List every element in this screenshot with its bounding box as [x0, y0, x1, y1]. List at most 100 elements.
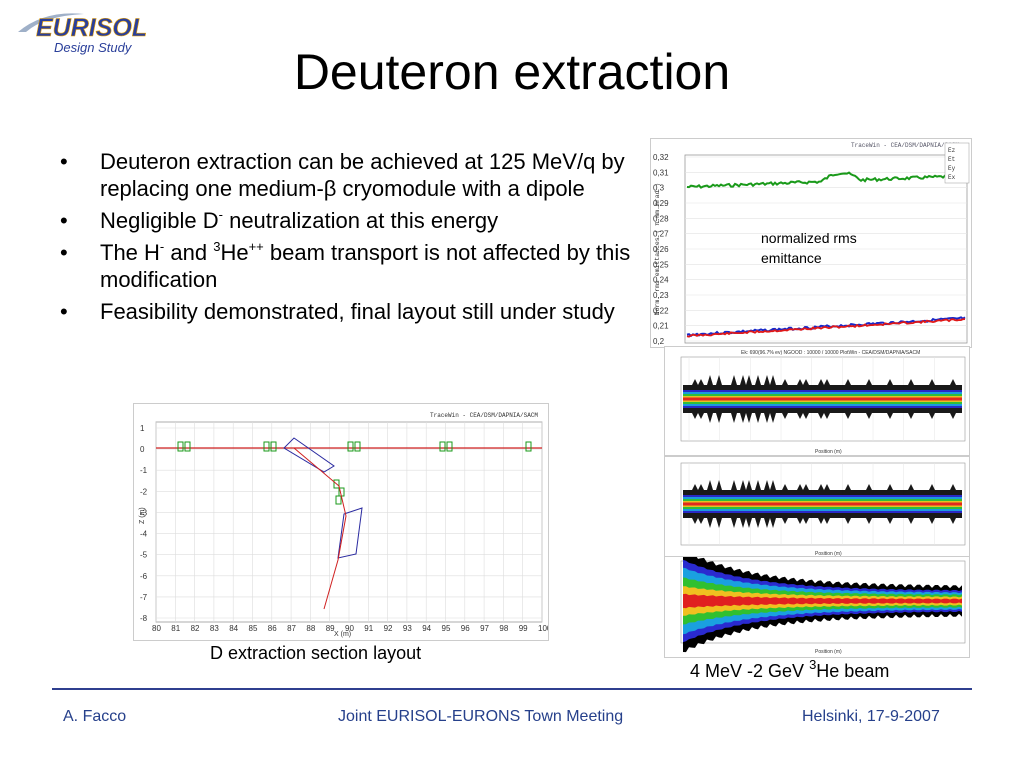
extraction-beamline — [293, 447, 347, 610]
x-tick-label: 96 — [461, 624, 470, 633]
x-tick-label: 86 — [268, 624, 277, 633]
superscript: ++ — [248, 238, 264, 254]
x-envelope-plot: Ek: 690(96.7% ev) NGOOD : 10000 / 10000 … — [664, 346, 970, 456]
superscript: - — [159, 238, 165, 254]
plot-legend: Ez Et Ey Ex — [944, 142, 970, 184]
bullet-item: The H- and 3He++ beam transport is not a… — [58, 239, 638, 293]
footer-event: Joint EURISOL-EURONS Town Meeting — [338, 708, 624, 725]
y-tick-label: -2 — [140, 487, 148, 496]
x-tick-label: 88 — [306, 624, 315, 633]
quadrupole-magnets — [177, 441, 532, 505]
layout-caption: D extraction section layout — [210, 643, 422, 663]
y-tick-label: 0 — [140, 445, 145, 454]
bullet-item: Negligible D- neutralization at this ene… — [58, 207, 638, 234]
emittance-plot: TraceWin - CEA/DSM/DAPNIA/SACM 0,320,310… — [650, 138, 972, 348]
y-tick-label: -6 — [140, 572, 148, 581]
y-tick-label: -8 — [140, 614, 148, 623]
y-tick-label: 0,27 — [653, 230, 669, 239]
x-tick-label: 98 — [499, 624, 508, 633]
y-tick-label: 0,22 — [653, 306, 669, 315]
y-tick-label: -3 — [140, 508, 148, 517]
bullet-text: Feasibility demonstrated, final layout s… — [100, 299, 615, 324]
green-emittance-curve — [686, 171, 966, 189]
envelope-band — [683, 502, 962, 506]
bullet-text: Deuteron extraction can be achieved at 1… — [100, 149, 625, 201]
legend-item: Ey — [948, 165, 956, 172]
bullet-text: He — [220, 240, 249, 265]
bullet-item: Deuteron extraction can be achieved at 1… — [58, 148, 638, 202]
x-tick-label: 81 — [171, 624, 180, 633]
red-emittance-curve — [686, 318, 966, 338]
x-tick-label: 100 — [538, 624, 549, 633]
grid — [685, 156, 967, 342]
eurisol-logo: EURISOL Design Study — [18, 13, 147, 55]
phase-envelope-plot: Position (m) — [664, 556, 970, 658]
bullet-text: The H — [100, 240, 160, 265]
x-tick-label: 90 — [345, 624, 354, 633]
envelope-caption: 4 MeV -2 GeV 3He beam — [690, 657, 889, 682]
x-axis-label: Position (m) — [815, 649, 842, 655]
x-tick-label: 89 — [326, 624, 335, 633]
logo-subtitle: Design Study — [54, 40, 133, 55]
x-axis-label: Position (m) — [815, 551, 842, 557]
y-tick-label: 1 — [140, 424, 145, 433]
x-tick-label: 94 — [422, 624, 431, 633]
x-tick-label: 85 — [249, 624, 258, 633]
envelope-traces — [683, 357, 962, 441]
x-axis-label: Position (m) — [815, 449, 842, 455]
y-axis-label: Z (m) — [139, 507, 146, 524]
bullet-text: Negligible D — [100, 208, 219, 233]
footer-divider — [52, 688, 972, 690]
y-tick-labels: 0,32 0,31 0,3 0,29 0,28 0,27 0,26 0,25 0,24 0,23 0… — [653, 153, 669, 346]
x-tick-label: 92 — [384, 624, 393, 633]
superscript: 3 — [213, 238, 221, 254]
dipole-magnet — [283, 437, 335, 473]
y-tick-labels: 1 0 -1 -2 -3 -4 -5 -6 -7 -8 — [140, 424, 148, 623]
plot-header: TraceWin - CEA/DSM/DAPNIA/SACM — [430, 412, 538, 419]
y-tick-label: -7 — [140, 593, 148, 602]
y-axis-label: Norm. rms emittances ( π.mm.mrad ) — [654, 183, 661, 316]
beta-symbol: β — [323, 176, 337, 201]
y-tick-label: 0,25 — [653, 260, 669, 269]
y-tick-label: 0,3 — [653, 184, 665, 193]
y-tick-label: 0,24 — [653, 276, 669, 285]
y-tick-label: -5 — [140, 551, 148, 560]
superscript: 3 — [809, 657, 817, 672]
density-band — [683, 593, 962, 609]
bullet-text: neutralization at this energy — [222, 208, 499, 233]
dipole-magnet — [337, 507, 363, 559]
y-tick-label: 0,21 — [653, 322, 669, 331]
y-tick-label: 0,29 — [653, 199, 669, 208]
y-tick-label: -4 — [140, 530, 148, 539]
bullet-list: Deuteron extraction can be achieved at 1… — [58, 148, 638, 330]
plot-header: Ek: 690(96.7% ev) NGOOD : 10000 / 10000 … — [741, 350, 920, 356]
layout-plot: TraceWin - CEA/DSM/DAPNIA/SACM 80 81 82 83 8… — [133, 403, 549, 641]
y-tick-label: -1 — [140, 466, 148, 475]
x-tick-label: 91 — [364, 624, 373, 633]
legend-item: Ex — [948, 174, 956, 181]
x-tick-label: 83 — [210, 624, 219, 633]
x-tick-label: 80 — [152, 624, 161, 633]
x-tick-labels: 80 81 82 83 84 85 86 87 88 89 90 91 92 93 94 95 96 97 98 99… — [152, 624, 549, 633]
y-tick-label: 0,28 — [653, 214, 669, 223]
y-tick-label: 0,32 — [653, 153, 669, 162]
x-tick-label: 95 — [442, 624, 451, 633]
footer-author: A. Facco — [63, 708, 127, 725]
emittance-annotation: normalized rms emittance — [761, 230, 857, 266]
y-envelope-plot: Position (m) — [664, 456, 970, 558]
x-tick-label: 82 — [191, 624, 200, 633]
y-tick-label: 0,23 — [653, 291, 669, 300]
x-tick-label: 93 — [403, 624, 412, 633]
logo-swoosh — [18, 13, 84, 32]
y-tick-label: 0,2 — [653, 337, 665, 346]
bullet-text: and — [164, 240, 214, 265]
x-tick-label: 97 — [480, 624, 489, 633]
phase-density-fan — [683, 557, 962, 653]
y-tick-label: 0,26 — [653, 245, 669, 254]
envelope-band — [683, 397, 962, 401]
slide-title: Deuteron extraction — [293, 44, 731, 100]
x-tick-label: 99 — [519, 624, 528, 633]
logo-text: EURISOL — [36, 14, 147, 42]
y-tick-label: 0,31 — [653, 168, 669, 177]
x-tick-label: 87 — [287, 624, 296, 633]
